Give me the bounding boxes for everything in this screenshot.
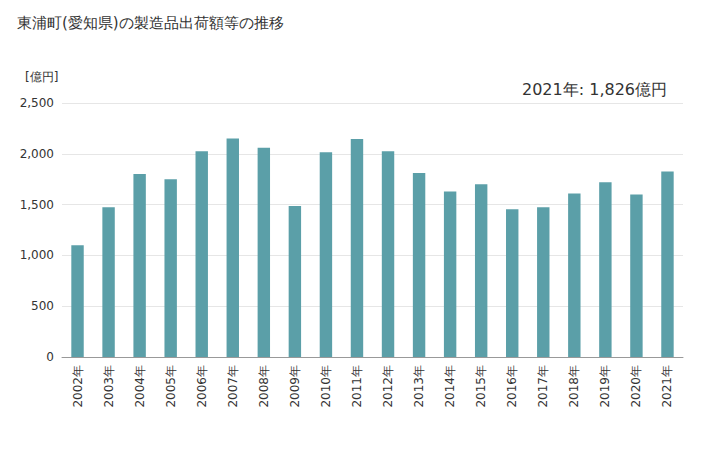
svg-text:2021年: 1,826億円: 2021年: 1,826億円 — [522, 80, 667, 99]
svg-text:2016年: 2016年 — [505, 365, 519, 408]
svg-text:2019年: 2019年 — [598, 365, 612, 408]
svg-text:2009年: 2009年 — [288, 365, 302, 408]
svg-text:2008年: 2008年 — [257, 365, 271, 408]
svg-text:2018年: 2018年 — [567, 365, 581, 408]
svg-text:2011年: 2011年 — [350, 365, 364, 408]
svg-text:[億円]: [億円] — [25, 70, 58, 84]
svg-text:2007年: 2007年 — [226, 365, 240, 408]
svg-text:2,000: 2,000 — [20, 147, 54, 161]
svg-text:2014年: 2014年 — [443, 365, 457, 408]
svg-text:2021年: 2021年 — [660, 365, 674, 408]
svg-text:2003年: 2003年 — [102, 365, 116, 408]
svg-text:1,000: 1,000 — [20, 248, 54, 262]
svg-text:2004年: 2004年 — [133, 365, 147, 408]
svg-text:東浦町(愛知県)の製造品出荷額等の推移: 東浦町(愛知県)の製造品出荷額等の推移 — [17, 14, 284, 32]
svg-text:0: 0 — [46, 350, 54, 364]
svg-text:2005年: 2005年 — [164, 365, 178, 408]
svg-text:500: 500 — [31, 299, 54, 313]
svg-text:2017年: 2017年 — [536, 365, 550, 408]
svg-text:1,500: 1,500 — [20, 198, 54, 212]
svg-text:2006年: 2006年 — [195, 365, 209, 408]
svg-text:2012年: 2012年 — [381, 365, 395, 408]
svg-text:2013年: 2013年 — [412, 365, 426, 408]
svg-text:2002年: 2002年 — [71, 365, 85, 408]
svg-text:2020年: 2020年 — [629, 365, 643, 408]
svg-text:2015年: 2015年 — [474, 365, 488, 408]
svg-text:2010年: 2010年 — [319, 365, 333, 408]
svg-text:2,500: 2,500 — [20, 96, 54, 110]
